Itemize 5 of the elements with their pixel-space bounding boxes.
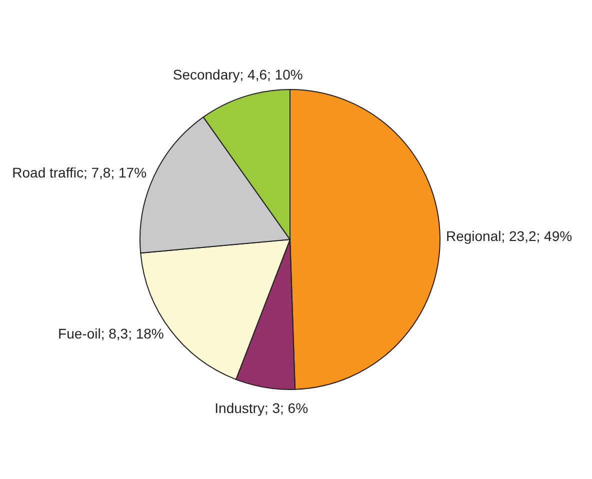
slice-label: Fue-oil; 8,3; 18%	[58, 326, 164, 342]
slice-label: Regional; 23,2; 49%	[446, 228, 572, 244]
slice-label: Secondary; 4,6; 10%	[172, 66, 303, 83]
slice-label: Industry; 3; 6%	[214, 400, 308, 416]
slice-label: Road traffic; 7,8; 17%	[12, 164, 147, 180]
